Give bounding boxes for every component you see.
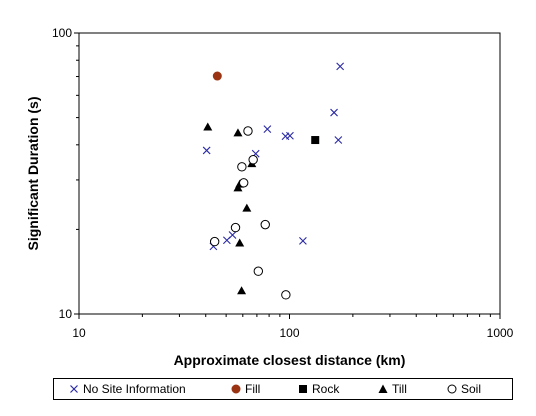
data-point [243,126,253,136]
legend-label: Soil [461,382,482,396]
data-point [242,203,252,212]
y-axis-label: Significant Duration (s) [25,97,41,251]
series-rock [311,136,320,145]
series-soil [209,126,291,300]
legend-item-rock: Rock [297,379,339,399]
y-tick-label: 10 [59,307,73,321]
data-point [212,71,222,81]
x-tick-label: 100 [279,326,299,340]
legend: No Site Information Fill Rock Till Soil [53,378,513,400]
legend-item-no-site-information: No Site Information [68,379,186,399]
series-fill [212,71,222,81]
data-point [311,136,320,145]
data-point [237,286,247,295]
x-tick-labels: 10 100 1000 [72,326,513,340]
data-point [260,219,270,230]
legend-item-till: Till [377,379,407,399]
plot-area [78,32,501,315]
x-icon [70,385,78,393]
data-point [230,222,241,233]
data-point [263,125,272,133]
y-tick-labels: 10 100 [52,26,72,321]
data-point [299,237,307,245]
data-point [202,146,211,155]
data-point [203,122,213,131]
data-points [202,62,345,300]
data-point [239,178,249,188]
series-no-site-information [202,62,345,251]
square-filled-icon [299,385,307,393]
data-point [253,266,264,276]
data-point [237,162,247,172]
data-point [235,238,245,247]
x-tick-label: 1000 [487,326,514,340]
legend-label: Fill [245,382,261,396]
y-tick-label: 100 [52,26,72,40]
circle-open-icon [447,384,457,394]
legend-item-fill: Fill [230,379,260,399]
y-minor-ticks [74,32,79,315]
data-point [248,155,258,165]
legend-label: No Site Information [83,382,186,396]
legend-label: Till [392,382,407,396]
x-tick-label: 10 [72,326,86,340]
circle-filled-icon [231,384,241,394]
x-axis-label: Approximate closest distance (km) [174,352,406,368]
data-point [286,131,294,140]
data-point [233,128,243,137]
data-point [330,108,338,117]
data-point [336,62,345,71]
legend-label: Rock [312,382,340,396]
x-minor-ticks [78,314,501,319]
data-point [334,136,343,144]
data-point [209,236,220,247]
triangle-filled-icon [378,384,388,393]
data-point [281,290,291,300]
data-point [228,231,237,239]
legend-item-soil: Soil [446,379,481,399]
